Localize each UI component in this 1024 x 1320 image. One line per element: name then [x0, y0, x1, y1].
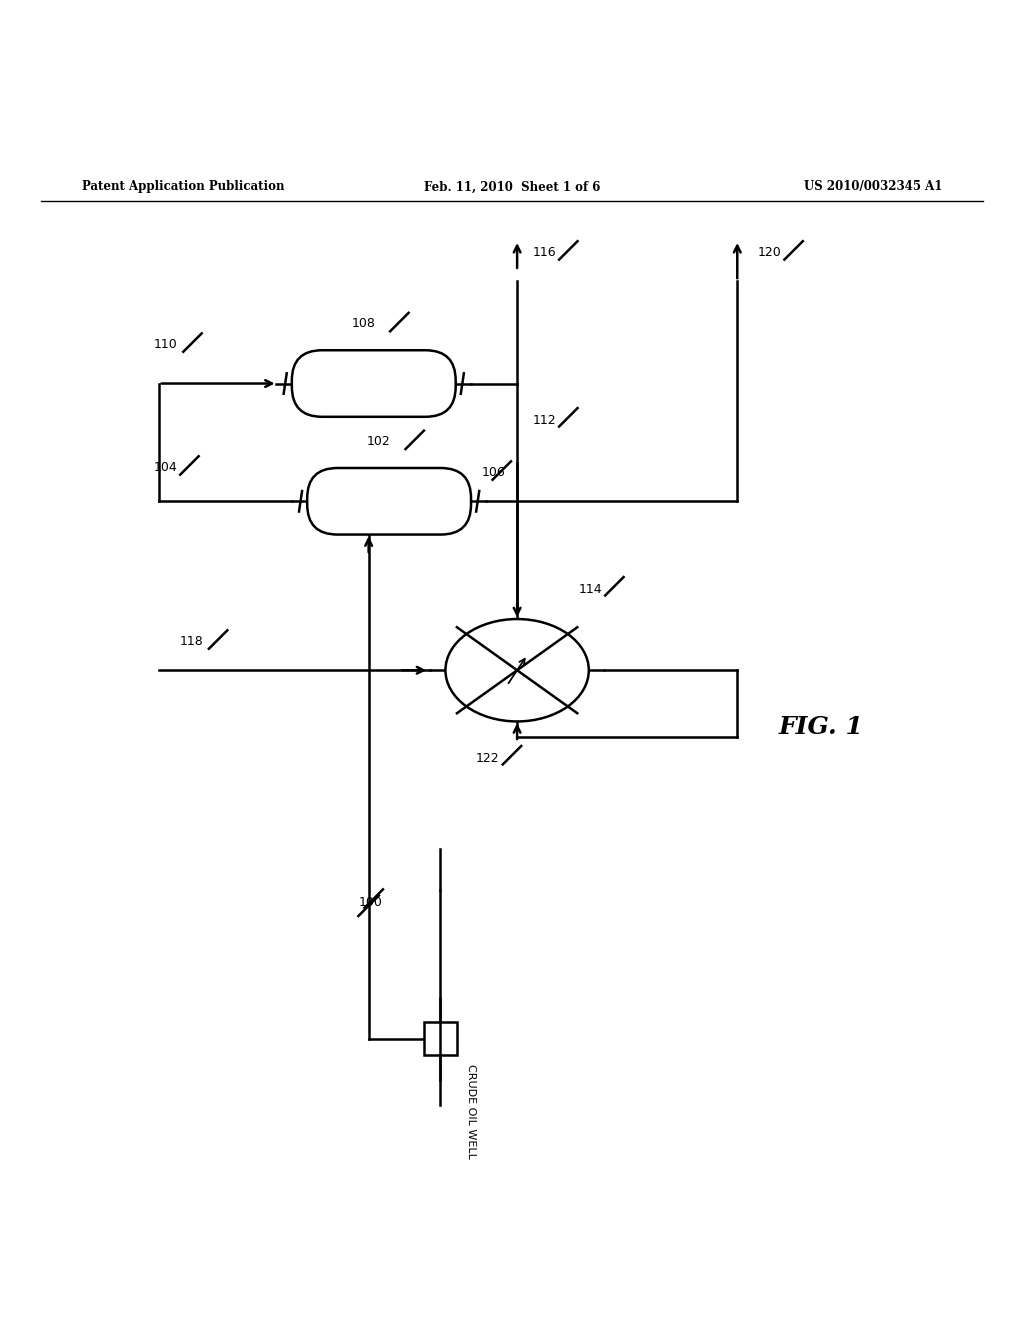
Text: 106: 106 — [481, 466, 505, 479]
Text: 118: 118 — [179, 635, 203, 648]
Text: CRUDE OIL WELL: CRUDE OIL WELL — [466, 1064, 476, 1159]
Ellipse shape — [445, 619, 589, 722]
Text: 120: 120 — [758, 246, 781, 259]
Text: 102: 102 — [367, 436, 391, 447]
Text: 112: 112 — [532, 414, 556, 428]
Text: FIG. 1: FIG. 1 — [778, 714, 863, 739]
Text: 116: 116 — [532, 246, 556, 259]
Text: 114: 114 — [579, 583, 602, 597]
Text: US 2010/0032345 A1: US 2010/0032345 A1 — [804, 181, 942, 194]
FancyBboxPatch shape — [292, 350, 456, 417]
Text: 110: 110 — [154, 338, 177, 351]
Bar — [424, 1023, 457, 1055]
FancyBboxPatch shape — [307, 469, 471, 535]
Text: 104: 104 — [154, 461, 177, 474]
Text: 122: 122 — [476, 752, 500, 766]
Text: 108: 108 — [351, 317, 376, 330]
Text: Patent Application Publication: Patent Application Publication — [82, 181, 285, 194]
Text: Feb. 11, 2010  Sheet 1 of 6: Feb. 11, 2010 Sheet 1 of 6 — [424, 181, 600, 194]
Text: 100: 100 — [358, 896, 382, 908]
